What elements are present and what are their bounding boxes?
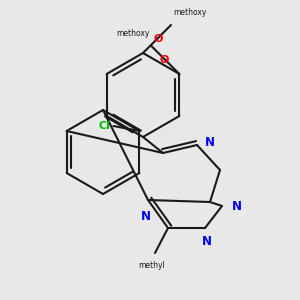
Text: N: N xyxy=(202,235,212,248)
Text: methyl: methyl xyxy=(139,261,165,270)
Text: O: O xyxy=(153,34,163,44)
Text: methoxy: methoxy xyxy=(173,8,206,17)
Text: N: N xyxy=(141,210,151,223)
Text: N: N xyxy=(205,136,215,148)
Text: Cl: Cl xyxy=(98,121,110,131)
Text: O: O xyxy=(160,55,169,65)
Text: N: N xyxy=(232,200,242,212)
Text: methoxy: methoxy xyxy=(116,29,149,38)
